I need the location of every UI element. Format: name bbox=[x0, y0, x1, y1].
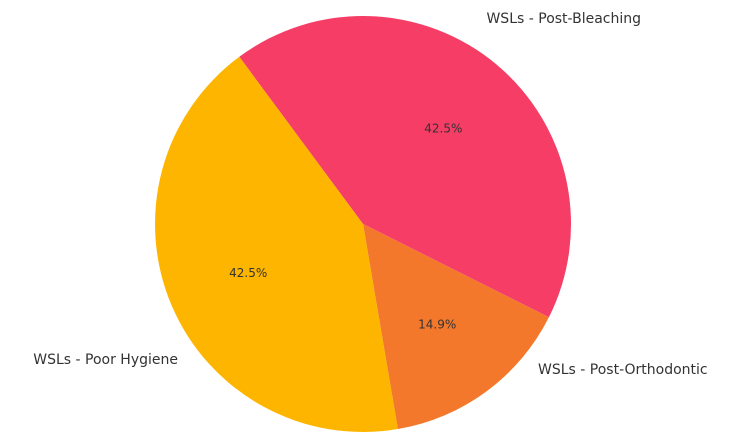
slice-percent-label: 14.9% bbox=[418, 317, 456, 331]
slice-category-label: WSLs - Post-Orthodontic bbox=[538, 362, 708, 378]
slice-category-label: WSLs - Poor Hygiene bbox=[33, 352, 178, 368]
slice-percent-label: 42.5% bbox=[424, 122, 462, 136]
pie-slice bbox=[155, 56, 398, 432]
pie-slice bbox=[239, 16, 572, 318]
slice-percent-label: 42.5% bbox=[229, 266, 267, 280]
slice-category-label: WSLs - Post-Bleaching bbox=[486, 11, 641, 27]
pie-slice bbox=[363, 224, 549, 430]
